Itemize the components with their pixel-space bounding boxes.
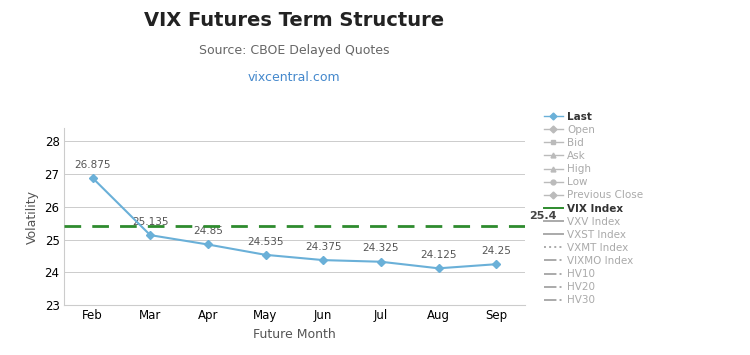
X-axis label: Future Month: Future Month xyxy=(253,328,336,341)
Legend: Last, Open, Bid, Ask, High, Low, Previous Close, VIX Index, VXV Index, VXST Inde: Last, Open, Bid, Ask, High, Low, Previou… xyxy=(544,112,643,305)
Text: VIX Futures Term Structure: VIX Futures Term Structure xyxy=(144,11,445,30)
Text: Source: CBOE Delayed Quotes: Source: CBOE Delayed Quotes xyxy=(200,44,390,58)
Y-axis label: Volatility: Volatility xyxy=(26,190,39,244)
Text: 24.125: 24.125 xyxy=(420,250,457,260)
Text: 24.85: 24.85 xyxy=(193,226,223,236)
Text: 24.325: 24.325 xyxy=(362,244,399,253)
Text: 24.375: 24.375 xyxy=(305,242,341,252)
Text: 26.875: 26.875 xyxy=(74,160,111,170)
Text: 25.135: 25.135 xyxy=(132,217,169,227)
Text: 25.4: 25.4 xyxy=(530,211,556,221)
Text: 24.25: 24.25 xyxy=(482,246,511,256)
Text: vixcentral.com: vixcentral.com xyxy=(248,71,340,84)
Text: 24.535: 24.535 xyxy=(248,236,284,246)
